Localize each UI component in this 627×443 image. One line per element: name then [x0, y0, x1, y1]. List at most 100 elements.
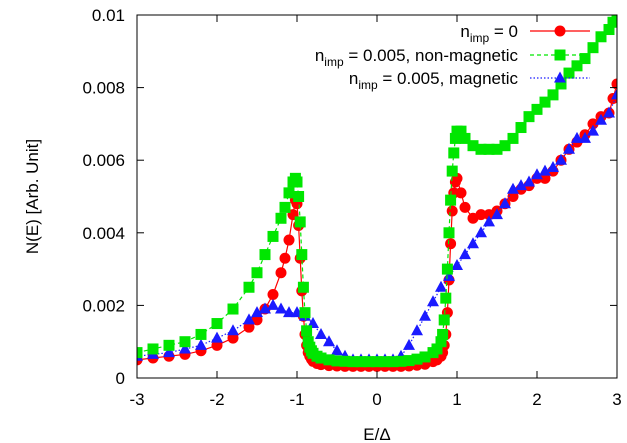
data-point	[283, 234, 295, 246]
data-point	[475, 209, 487, 221]
data-point	[294, 216, 306, 228]
x-tick-label: -2	[209, 390, 224, 409]
data-point	[195, 338, 207, 350]
data-point	[455, 187, 467, 199]
data-point	[331, 344, 343, 356]
data-point	[571, 60, 583, 72]
data-point	[587, 42, 599, 54]
data-point	[315, 327, 327, 339]
data-point	[438, 314, 450, 326]
data-point	[227, 324, 239, 336]
series-3	[137, 88, 617, 365]
x-tick-label: 3	[612, 390, 621, 409]
data-point	[603, 106, 615, 118]
data-point	[267, 289, 279, 301]
series-line	[137, 83, 617, 367]
data-point	[411, 353, 423, 365]
data-point	[163, 339, 175, 351]
data-point	[443, 227, 455, 239]
data-point	[419, 309, 431, 321]
data-point	[147, 343, 159, 355]
data-point	[283, 306, 295, 318]
series-2	[137, 15, 617, 368]
data-point	[499, 140, 511, 152]
data-point	[163, 346, 175, 358]
y-tick-label: 0.006	[82, 151, 125, 170]
x-tick-label: 1	[452, 390, 461, 409]
data-point	[455, 125, 467, 137]
data-point	[611, 78, 617, 90]
legend-marker	[554, 25, 566, 37]
data-point	[137, 347, 143, 359]
data-point	[459, 201, 471, 213]
data-point	[267, 230, 279, 242]
data-point	[507, 132, 519, 144]
data-point	[227, 303, 239, 315]
data-point	[283, 187, 295, 199]
data-point	[523, 175, 535, 187]
data-point	[611, 15, 617, 21]
data-point	[446, 205, 458, 217]
data-point	[275, 302, 287, 314]
data-point	[259, 302, 271, 314]
data-point	[211, 318, 223, 330]
y-tick-label: 0	[116, 369, 125, 388]
data-point	[179, 342, 191, 354]
data-point	[293, 191, 305, 202]
data-point	[539, 96, 551, 108]
data-point	[299, 307, 311, 319]
data-point	[435, 280, 447, 292]
data-point	[403, 355, 415, 367]
data-point	[435, 336, 447, 348]
data-point	[301, 325, 313, 337]
data-point	[459, 248, 471, 260]
data-point	[275, 267, 287, 279]
data-point	[539, 164, 551, 176]
data-point	[363, 356, 375, 368]
data-point	[323, 335, 335, 347]
data-point	[315, 352, 327, 364]
data-point	[347, 356, 359, 368]
y-tick-label: 0.01	[92, 6, 125, 25]
y-tick-label: 0.008	[82, 79, 125, 98]
legend-marker	[554, 71, 566, 83]
data-point	[243, 281, 255, 293]
data-point	[571, 131, 583, 143]
data-point	[446, 165, 458, 177]
data-point	[403, 338, 415, 350]
data-point	[179, 336, 191, 348]
data-point	[555, 78, 567, 90]
data-point	[211, 339, 223, 351]
y-tick-label: 0.002	[82, 296, 125, 315]
data-point	[419, 351, 431, 363]
data-point	[243, 313, 255, 325]
data-point	[331, 355, 343, 367]
data-point	[339, 355, 351, 367]
data-point	[441, 263, 453, 275]
data-point	[251, 306, 263, 318]
data-point	[445, 194, 457, 206]
data-point	[448, 147, 460, 159]
data-point	[449, 132, 461, 144]
data-point	[251, 314, 263, 326]
data-point	[379, 356, 391, 368]
data-point	[445, 238, 457, 250]
data-point	[251, 267, 263, 279]
data-point	[443, 269, 455, 281]
data-point	[243, 321, 255, 333]
data-point	[603, 24, 615, 36]
data-point	[515, 122, 527, 134]
x-tick-label: 0	[372, 390, 381, 409]
data-point	[547, 89, 559, 101]
data-point	[259, 249, 271, 261]
data-point	[411, 324, 423, 336]
data-point	[523, 111, 535, 123]
legend-label: nimp = 0	[460, 22, 518, 45]
data-point	[475, 226, 487, 238]
data-point	[323, 354, 335, 366]
data-point	[515, 179, 527, 191]
data-point	[607, 16, 617, 28]
data-point	[467, 237, 479, 249]
